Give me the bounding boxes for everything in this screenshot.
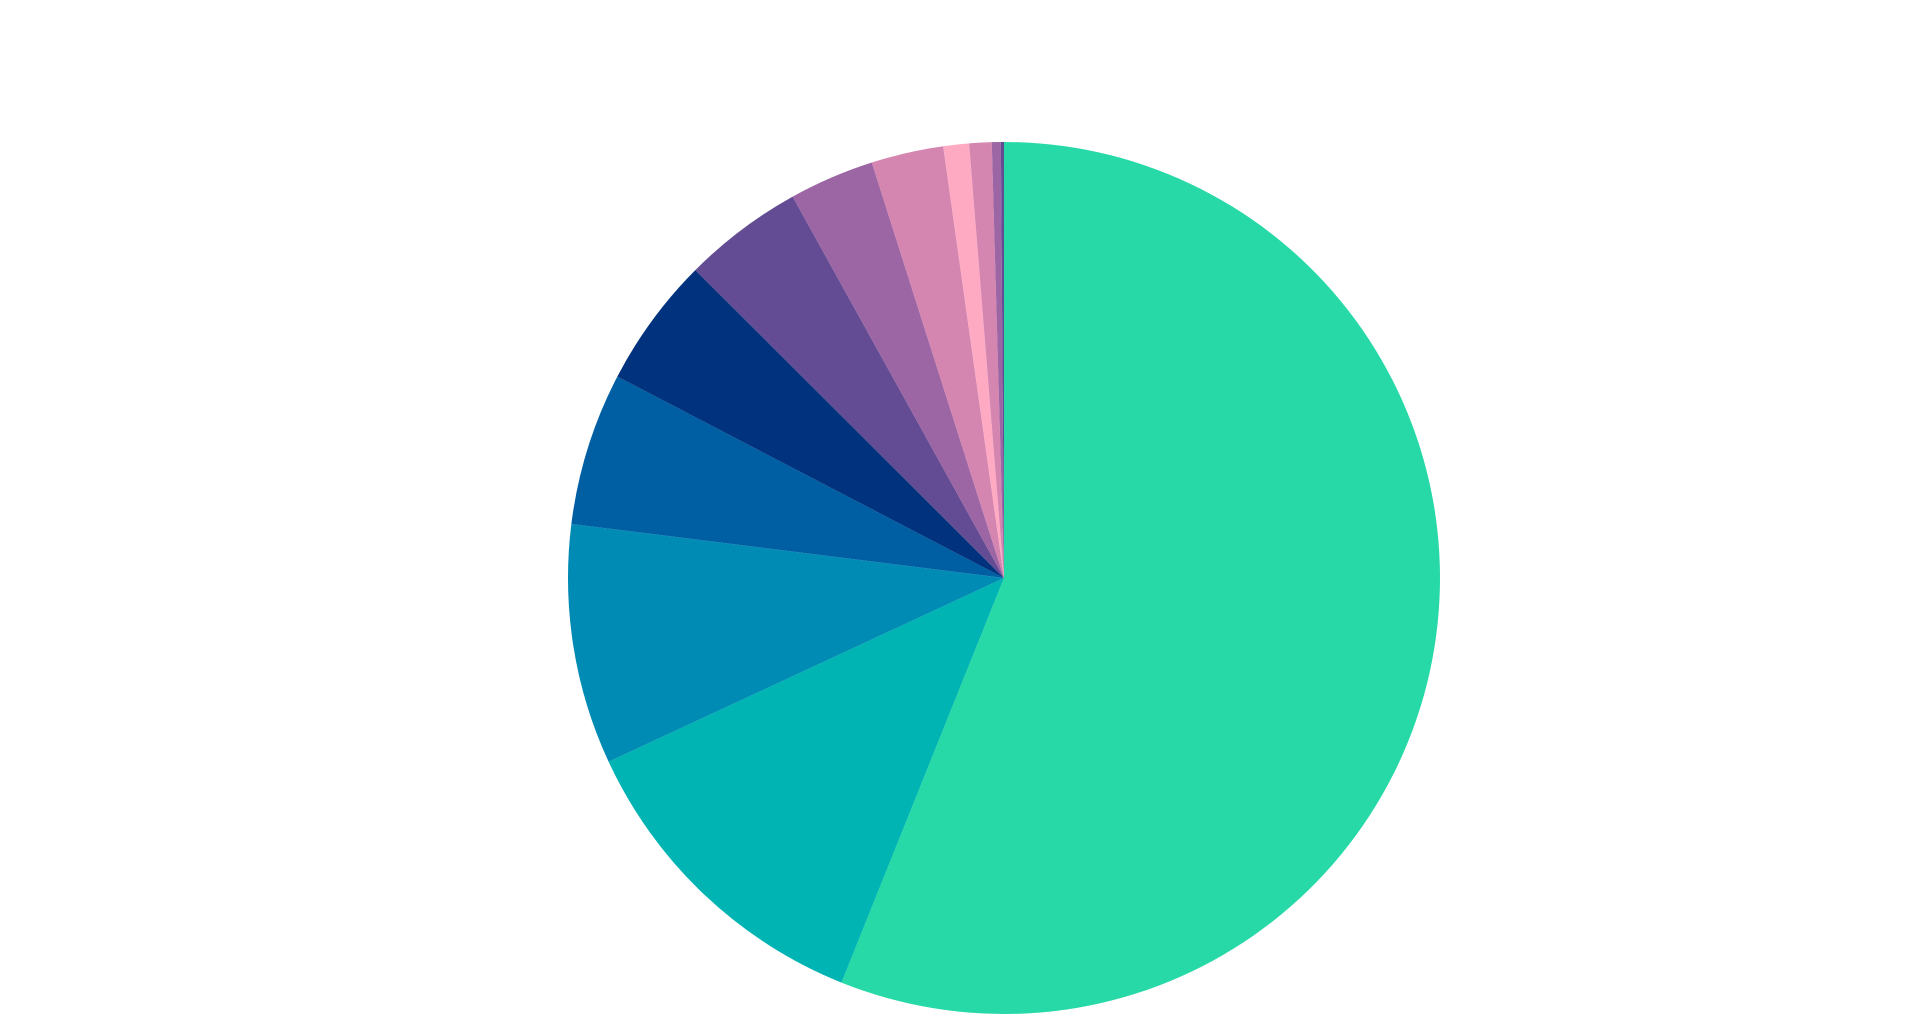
pie-slice-5: [617, 270, 1004, 578]
pie-slice-11: [991, 142, 1004, 578]
pie-slice-3: [567, 523, 1004, 762]
pie-slices: [567, 141, 1440, 1014]
pie-slice-12: [1000, 141, 1004, 579]
pie-slice-10: [969, 142, 1004, 579]
pie-slice-2: [608, 578, 1004, 983]
pie-slice-9: [943, 143, 1004, 578]
pie-slice-7: [792, 162, 1004, 578]
pie-slice-1: [841, 142, 1440, 1014]
pie-slice-8: [871, 146, 1004, 578]
pie-slice-6: [695, 196, 1004, 578]
pie-slice-4: [571, 376, 1004, 578]
